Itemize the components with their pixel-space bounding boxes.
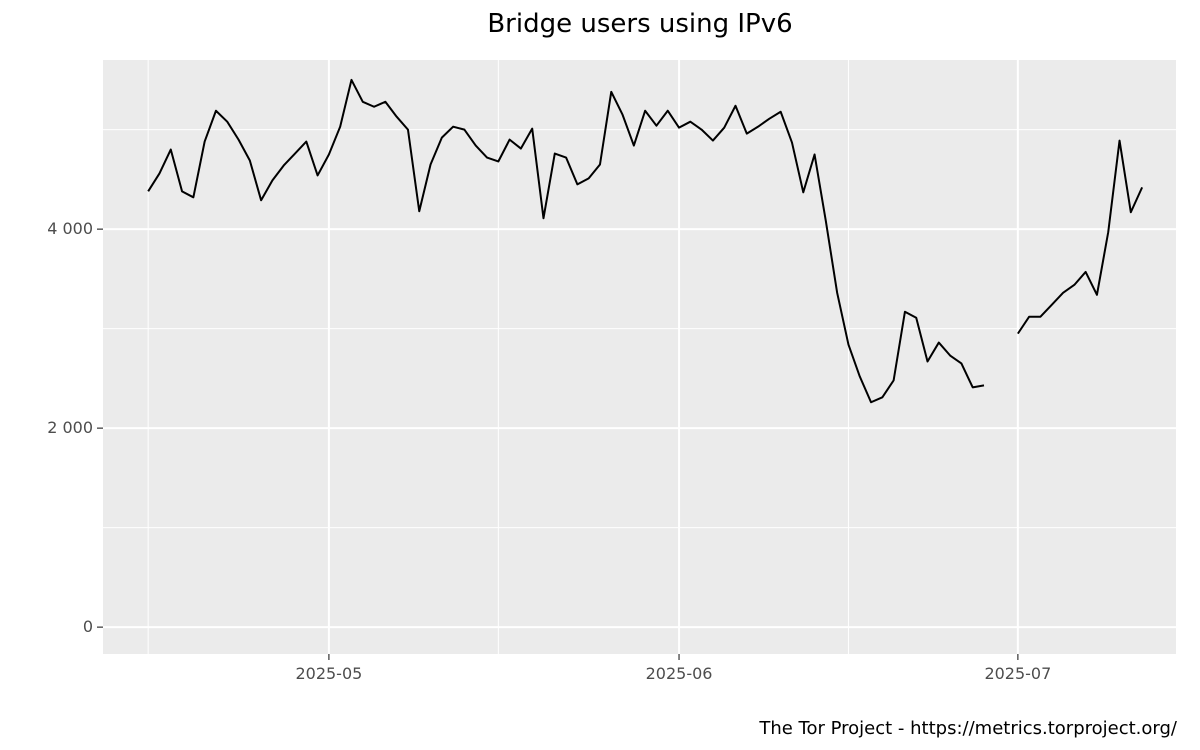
major-gridlines xyxy=(103,60,1176,654)
chart-title: Bridge users using IPv6 xyxy=(487,9,792,39)
series-line-segment xyxy=(1017,139,1144,335)
y-axis: 0 2 000 4 000 xyxy=(47,219,103,636)
y-tick-label: 0 xyxy=(83,617,93,636)
x-tick-label: 2025-07 xyxy=(984,664,1051,683)
x-tick-label: 2025-06 xyxy=(646,664,713,683)
x-axis: 2025-05 2025-06 2025-07 xyxy=(295,654,1051,683)
x-tick-label: 2025-05 xyxy=(295,664,362,683)
source-caption: The Tor Project - https://metrics.torpro… xyxy=(758,718,1178,739)
series-line-segment xyxy=(147,78,985,404)
series-layer xyxy=(147,78,1144,404)
y-tick-label: 4 000 xyxy=(47,219,93,238)
y-tick-label: 2 000 xyxy=(47,418,93,437)
plot-panel xyxy=(103,60,1176,654)
